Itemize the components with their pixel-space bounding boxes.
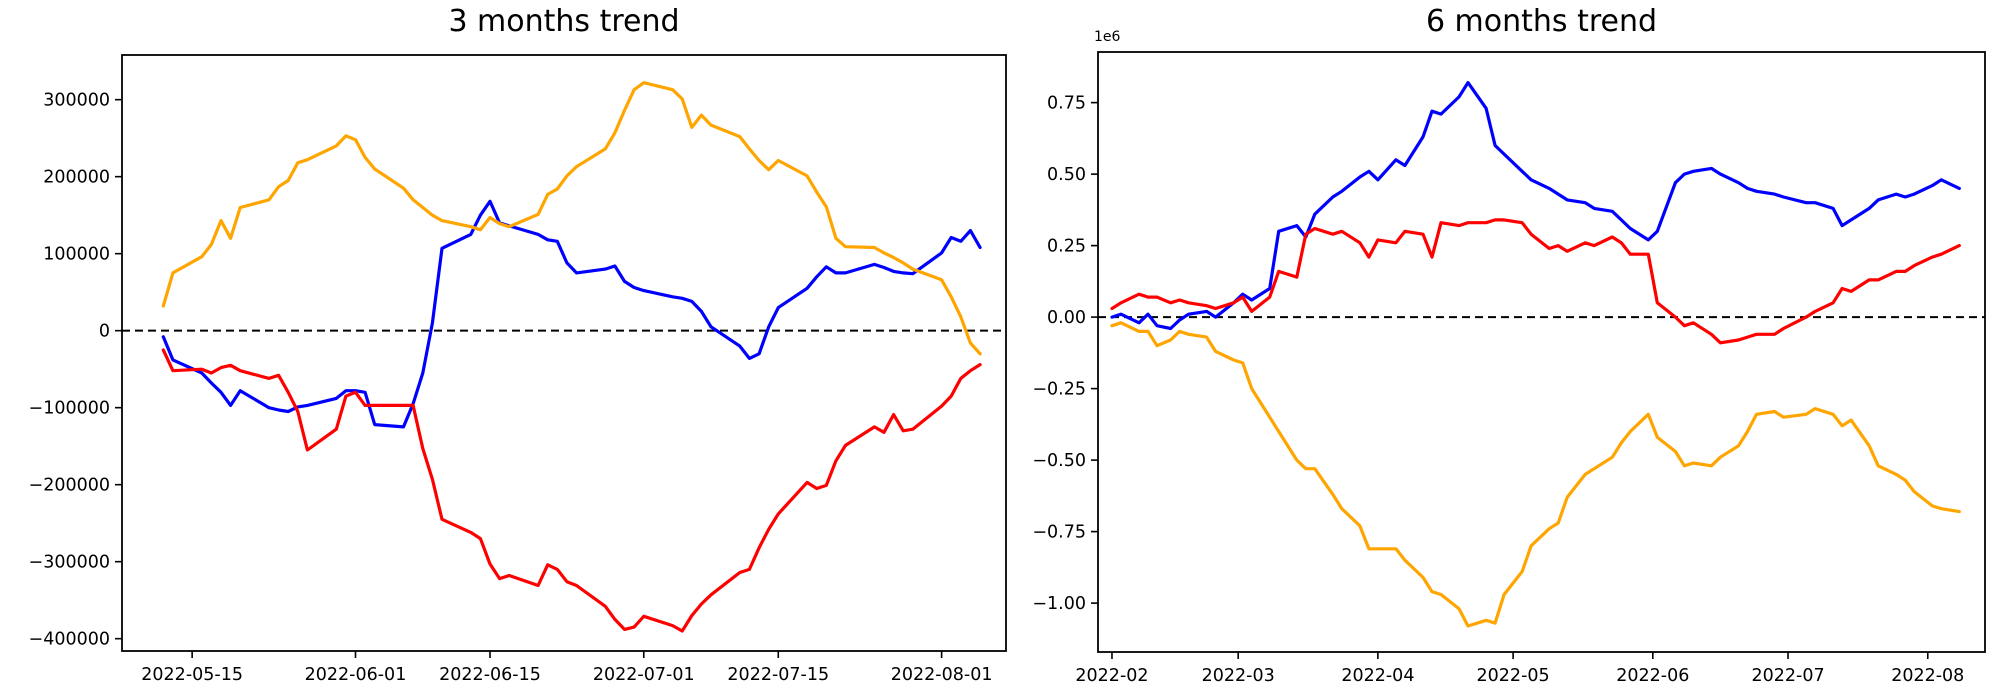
y-tick-label: −100000 <box>29 399 110 419</box>
y-tick-label: 0.25 <box>1047 237 1086 257</box>
y-tick-label: 100000 <box>43 245 110 265</box>
y-tick-label: 0.50 <box>1047 165 1086 185</box>
series-red-line <box>1110 218 1961 345</box>
chart-title-6-months: 6 months trend <box>1425 4 1658 39</box>
y-tick-label: 0.75 <box>1047 94 1086 114</box>
y-tick-label: −200000 <box>29 476 110 496</box>
x-tick-label: 2022-04 <box>1341 666 1414 686</box>
y-tick-label: 0 <box>99 322 110 342</box>
x-tick-label: 2022-02 <box>1075 666 1148 686</box>
y-tick-label: −1.00 <box>1032 594 1086 614</box>
x-tick-label: 2022-05-15 <box>141 665 243 685</box>
x-tick-label: 2022-08-01 <box>891 665 993 685</box>
plot-border <box>121 54 1007 652</box>
y-tick-label: −0.50 <box>1032 451 1086 471</box>
y-tick-label: 0.00 <box>1047 308 1086 328</box>
series-blue-line <box>161 199 982 429</box>
y-tick-label: −0.25 <box>1032 380 1086 400</box>
x-tick-label: 2022-07-01 <box>593 665 695 685</box>
x-tick-label: 2022-05 <box>1477 666 1550 686</box>
x-tick-label: 2022-07-15 <box>727 665 829 685</box>
y-tick-label: −0.75 <box>1032 523 1086 543</box>
y-tick-label: 200000 <box>43 168 110 188</box>
series-blue-line <box>1110 80 1961 331</box>
y-tick-label: −400000 <box>29 630 110 650</box>
y-tick-label: 300000 <box>43 91 110 111</box>
x-tick-label: 2022-06-01 <box>305 665 407 685</box>
series-orange-line <box>1110 321 1961 628</box>
x-tick-label: 2022-06 <box>1616 666 1689 686</box>
x-tick-label: 2022-07 <box>1751 666 1824 686</box>
y-tick-label: −300000 <box>29 553 110 573</box>
series-red-line <box>161 348 982 633</box>
plot-border <box>1097 51 1986 653</box>
x-tick-label: 2022-08 <box>1891 666 1964 686</box>
series-orange-line <box>161 81 982 356</box>
y-axis-offset-label: 1e6 <box>1094 29 1121 45</box>
chart-title-3-months: 3 months trend <box>448 4 680 39</box>
x-tick-label: 2022-03 <box>1202 666 1275 686</box>
x-tick-label: 2022-06-15 <box>439 665 541 685</box>
